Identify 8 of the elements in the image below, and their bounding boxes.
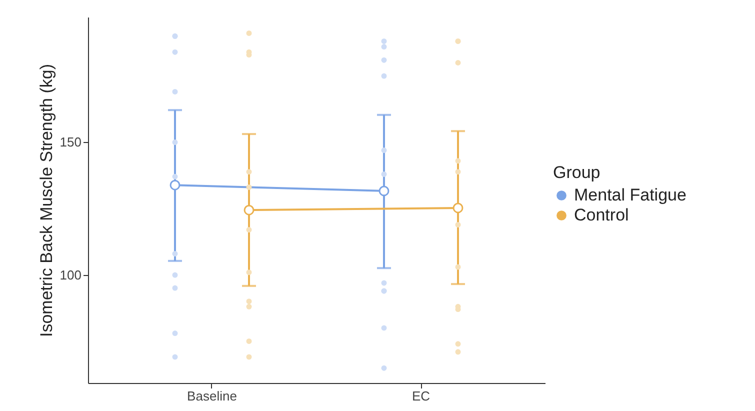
legend-label: Control: [574, 206, 629, 224]
x-tick-label: Baseline: [187, 388, 237, 404]
legend-label: Mental Fatigue: [574, 186, 686, 204]
y-tick-label: 150: [60, 134, 82, 150]
x-tick-label: EC: [412, 388, 430, 404]
y-tick-label: 100: [60, 268, 82, 283]
legend-title: Group: [553, 163, 600, 182]
y-axis-title: Isometric Back Muscle Strength (kg): [36, 64, 56, 338]
